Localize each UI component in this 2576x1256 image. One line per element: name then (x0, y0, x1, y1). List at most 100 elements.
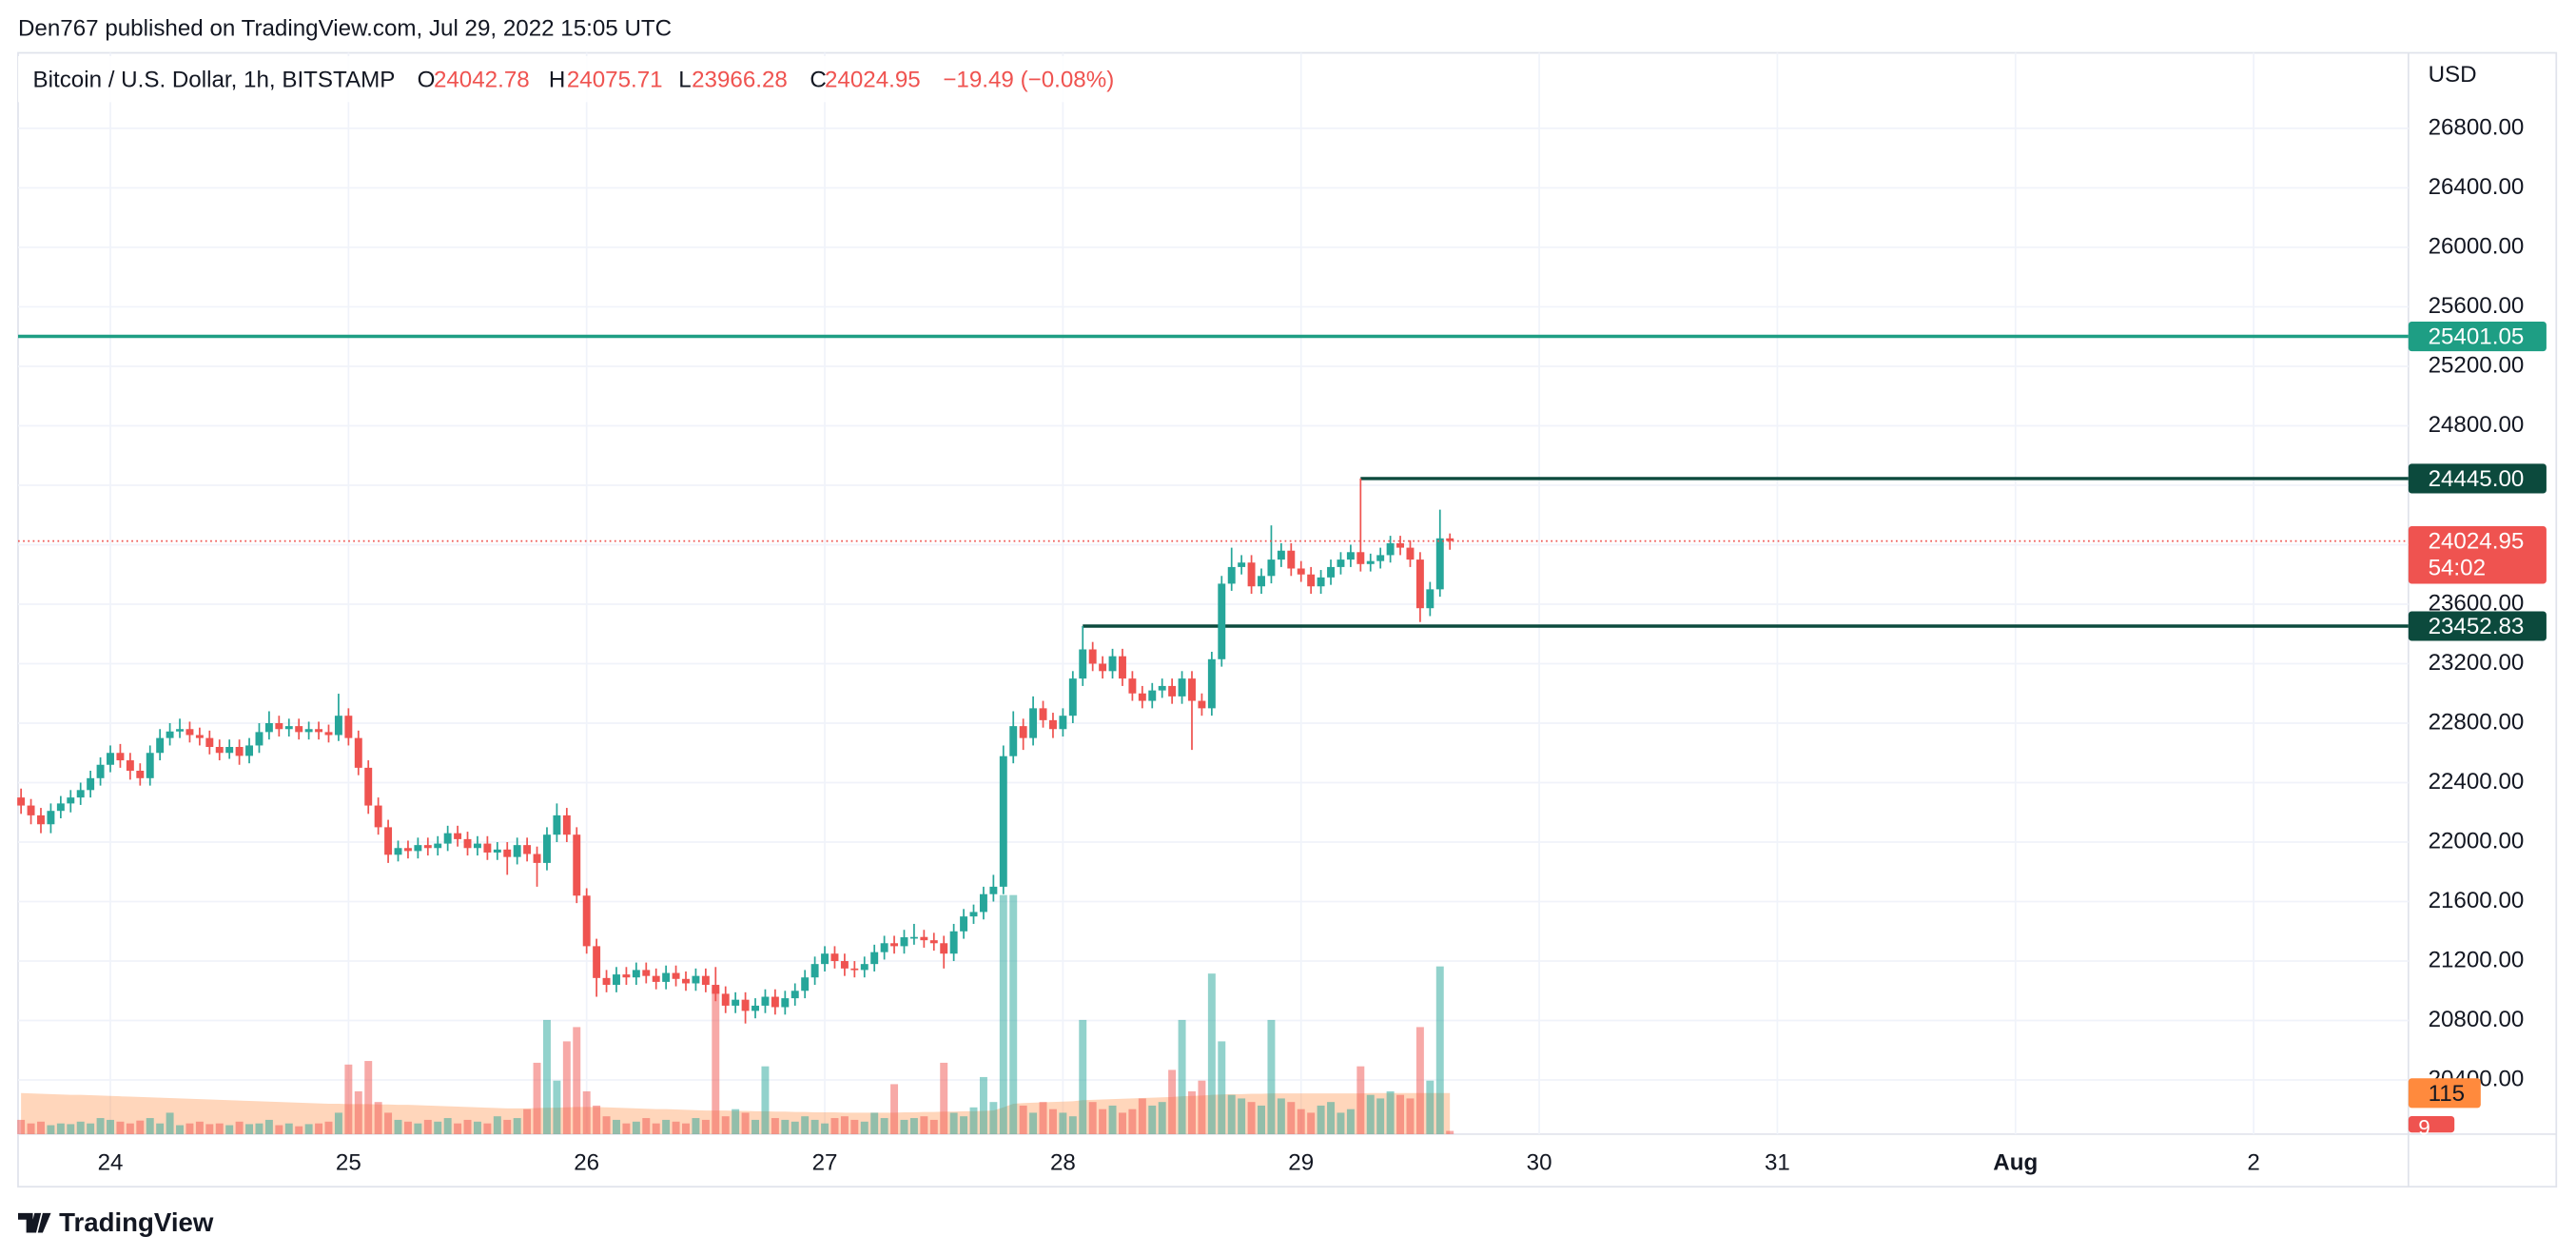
candle-body (1415, 559, 1424, 609)
candle-body (284, 726, 293, 730)
candle-body (1218, 583, 1226, 659)
volume-bar (403, 1121, 412, 1134)
volume-bar (1158, 1102, 1166, 1134)
candle-body (354, 737, 362, 768)
level-label: 23452.83 (2429, 614, 2525, 639)
volume-bar (1356, 1066, 1365, 1134)
volume-bar (215, 1123, 224, 1134)
x-tick-label: 2 (2247, 1149, 2259, 1175)
volume-bar (821, 1123, 829, 1134)
candle-body (741, 999, 750, 1011)
candle-body (483, 843, 492, 853)
candle-body (1188, 678, 1196, 701)
volume-bar (613, 1119, 620, 1134)
volume-bar (185, 1123, 194, 1134)
volume-bar (255, 1123, 263, 1134)
x-tick-label: 24 (98, 1149, 124, 1175)
candle-body (790, 991, 799, 999)
volume-bar (1138, 1098, 1146, 1134)
volume-bar (275, 1125, 283, 1134)
volume-bar (1258, 1105, 1265, 1134)
current-price-label: 24024.95 (2429, 529, 2525, 555)
candle-body (1148, 690, 1157, 701)
candle-body (1207, 658, 1216, 709)
x-tick-label: 30 (1527, 1149, 1552, 1175)
candle-body (989, 886, 998, 894)
change: −19.49 (−0.08%) (943, 67, 1114, 92)
candle-body (27, 805, 35, 815)
volume-bar (503, 1119, 512, 1134)
y-tick-label: 26400.00 (2429, 174, 2525, 200)
candle-body (1079, 649, 1087, 679)
candle-body (1108, 656, 1117, 672)
candle-body (602, 977, 611, 986)
symbol-title: Bitcoin / U.S. Dollar, 1h, BITSTAMP (33, 67, 396, 92)
candle-body (1099, 663, 1107, 672)
volume-bar (979, 1076, 987, 1134)
volume-bar (1386, 1090, 1395, 1134)
candle-body (76, 790, 85, 798)
volume-bar (364, 1061, 373, 1134)
candle-body (543, 834, 551, 863)
candle-body (374, 805, 382, 828)
candle-body (344, 716, 353, 738)
level-badge (2408, 611, 2547, 641)
candle-body (1356, 552, 1365, 564)
volume-bar (195, 1121, 204, 1134)
candle-body (394, 848, 402, 855)
volume-bar (1088, 1102, 1097, 1134)
ohlc-label: H (549, 67, 565, 92)
volume-bar (1119, 1112, 1126, 1134)
volume-bar (830, 1118, 839, 1134)
volume-bar (235, 1121, 244, 1134)
volume-bar (493, 1116, 501, 1134)
volume-bar (672, 1121, 680, 1134)
volume-bar (264, 1119, 273, 1134)
axes: 2425262728293031Aug220400.0020800.002120… (98, 114, 2547, 1175)
candle-body (771, 996, 779, 1008)
candle-body (1337, 559, 1345, 567)
candle-body (880, 943, 888, 952)
volume-bar (790, 1121, 799, 1134)
ohlc-value: 24075.71 (567, 67, 663, 92)
candle-body (672, 972, 680, 979)
candle-body (1307, 574, 1316, 587)
volume-bar (1346, 1109, 1355, 1134)
candle-body (929, 940, 938, 944)
volume-bar (632, 1121, 640, 1134)
candle-body (692, 975, 700, 984)
volume-bar (126, 1123, 134, 1134)
candle-body (582, 895, 591, 947)
volume-pane (17, 894, 1454, 1134)
candle-body (533, 854, 541, 863)
candle-body (56, 803, 65, 812)
candle-body (1297, 568, 1305, 575)
candle-body (821, 953, 829, 965)
candle-body (1327, 566, 1335, 578)
byline: Den767 published on TradingView.com, Jul… (18, 16, 672, 42)
volume-bar (1406, 1098, 1415, 1134)
candle-body (334, 716, 342, 736)
volume-bar (1019, 1105, 1027, 1134)
candle-body (215, 747, 224, 754)
candle-body (315, 729, 323, 733)
candle-body (434, 843, 442, 849)
candle-body (146, 753, 154, 778)
grid (17, 52, 2409, 1134)
x-tick-label: 31 (1765, 1149, 1790, 1175)
candle-body (1039, 708, 1047, 720)
volume-bar (999, 894, 1007, 1134)
volume-bar (67, 1124, 75, 1134)
volume-bar (1099, 1109, 1107, 1134)
candle-body (553, 814, 561, 835)
volume-bar (900, 1119, 908, 1134)
volume-bar (1267, 1019, 1276, 1134)
candle-body (473, 843, 481, 849)
volume-bar (324, 1121, 333, 1134)
volume-bar (860, 1121, 868, 1134)
ohlc-label: C (810, 67, 826, 92)
volume-bar (225, 1125, 234, 1134)
candle-body (1029, 708, 1038, 738)
volume-bar (602, 1116, 611, 1134)
